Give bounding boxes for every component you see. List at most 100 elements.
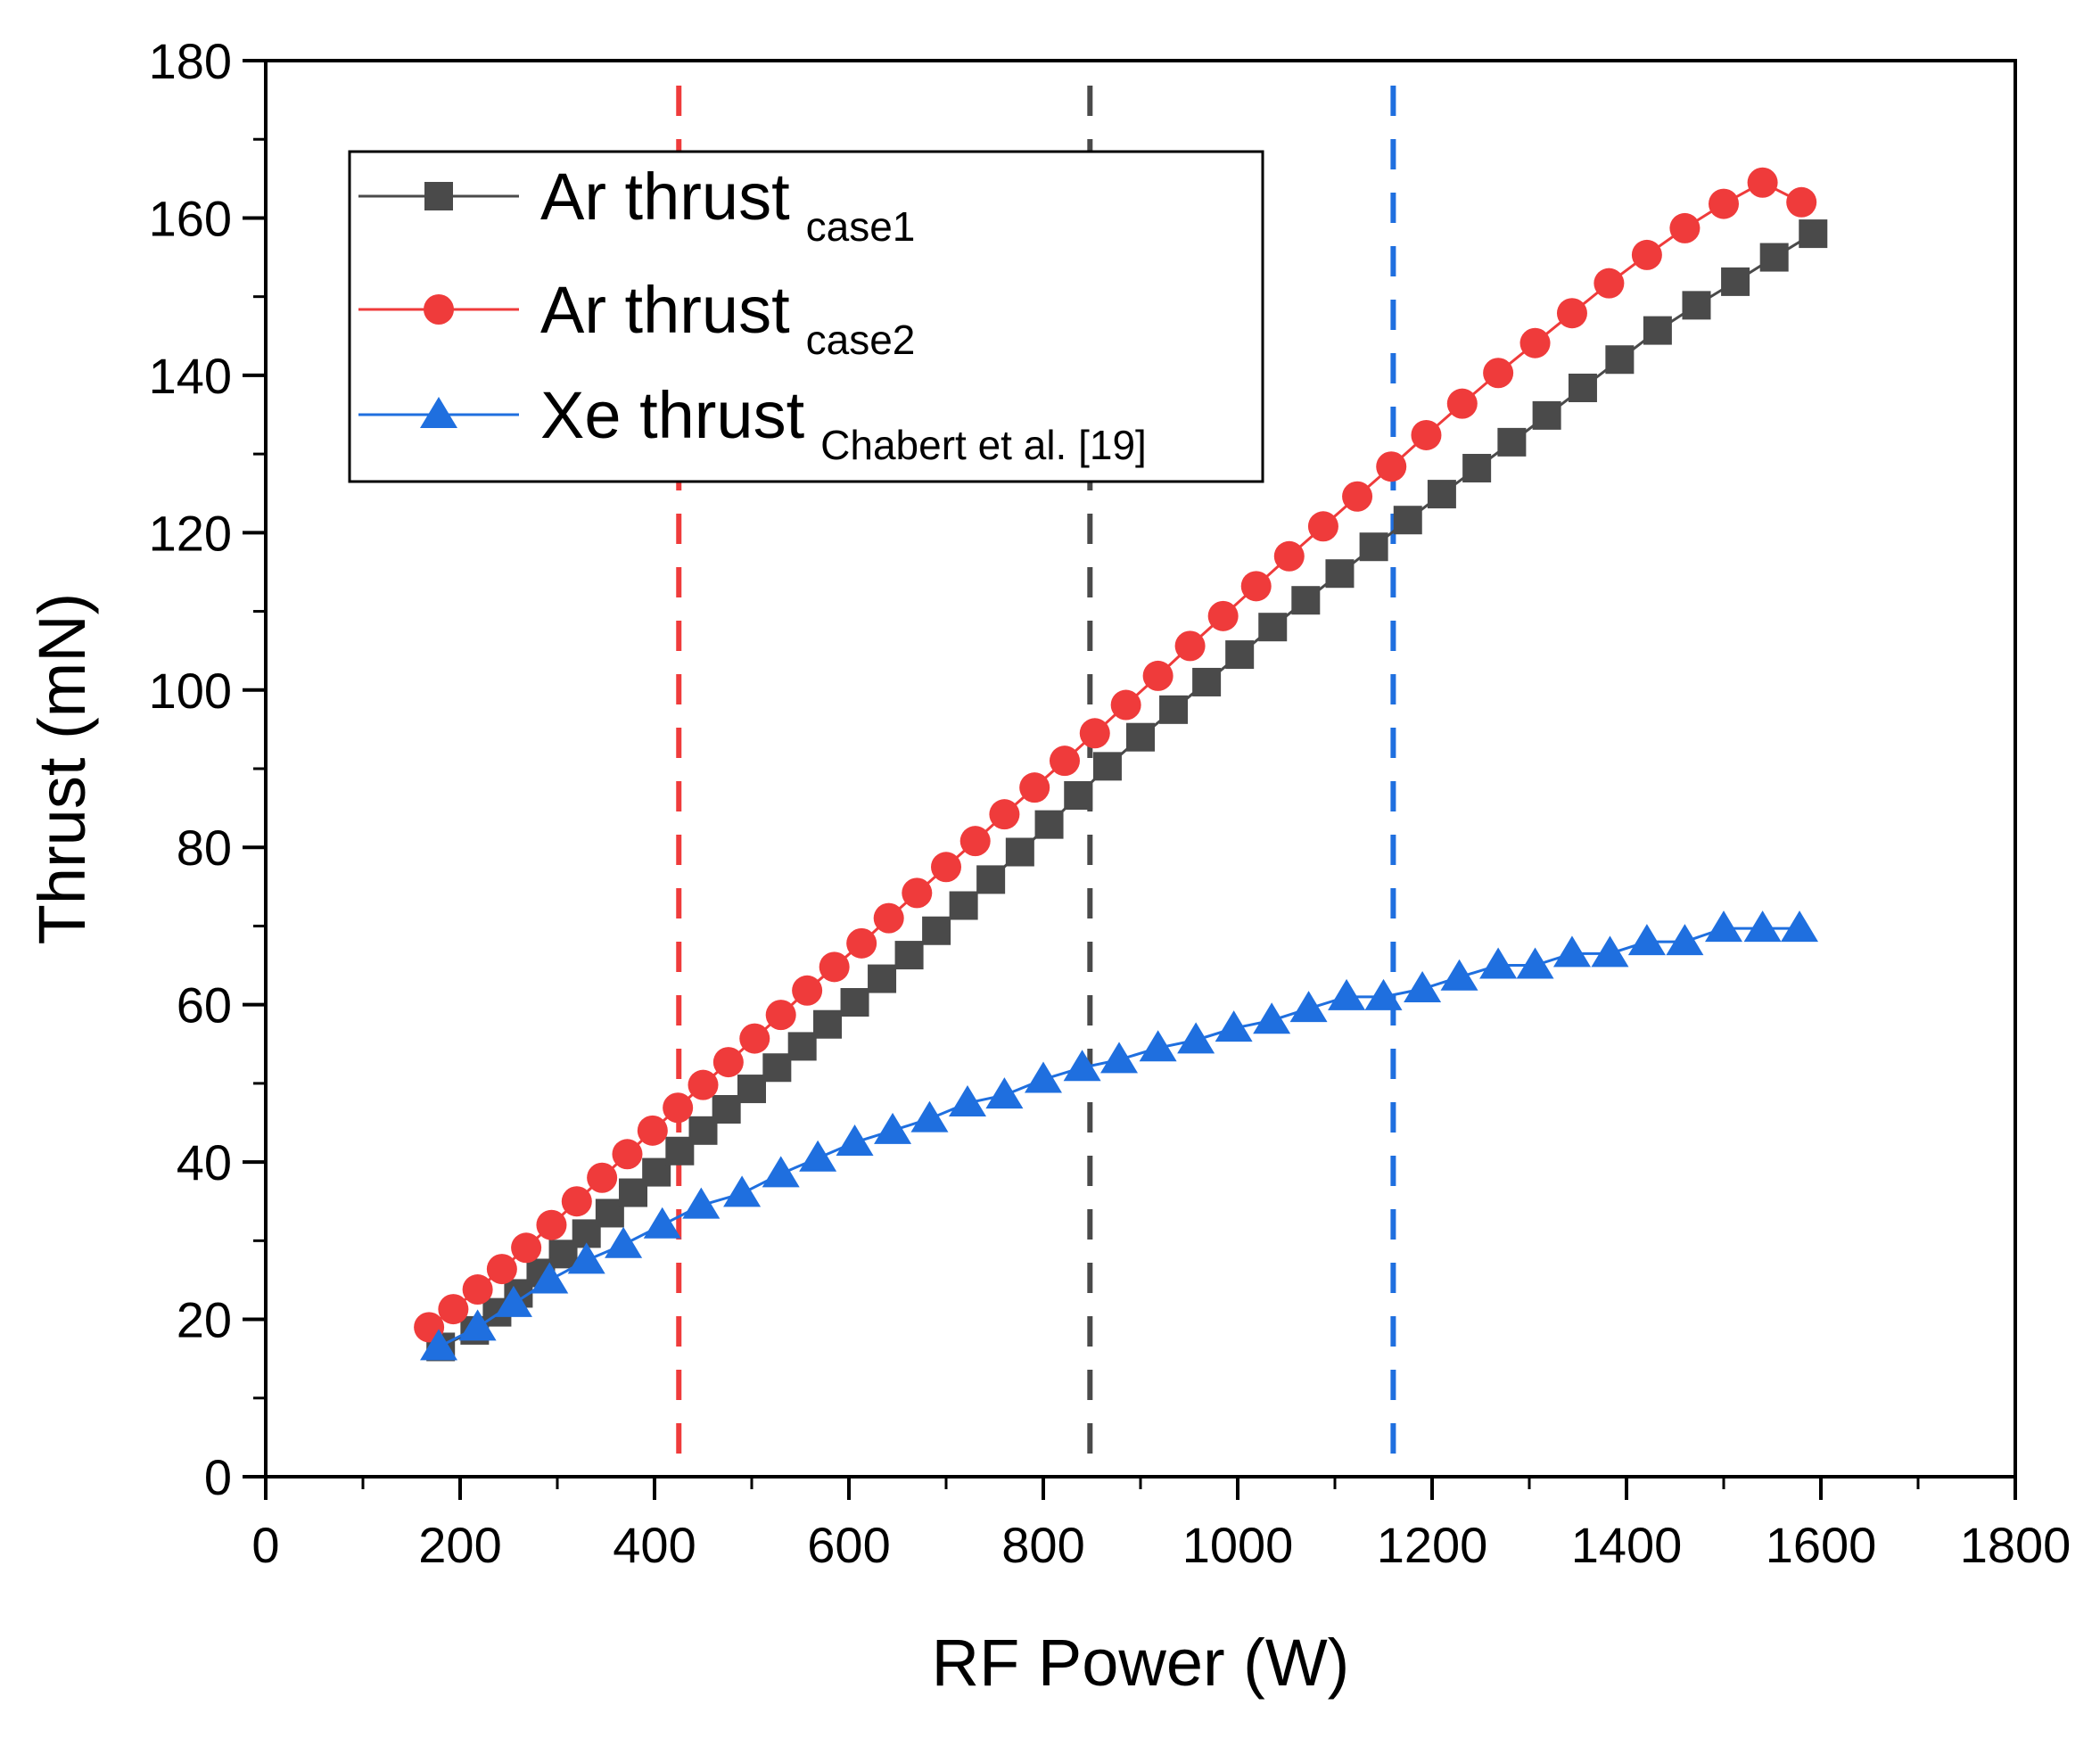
legend-circle-marker (424, 294, 454, 325)
x-tick-label: 1200 (1377, 1517, 1488, 1573)
square-data-point (1799, 219, 1828, 249)
square-data-point (894, 941, 924, 970)
triangle-data-point (1627, 924, 1666, 956)
circle-data-point (1079, 718, 1110, 749)
y-tick-label: 20 (177, 1292, 232, 1348)
circle-data-point (1411, 419, 1442, 450)
x-tick-label: 0 (251, 1517, 279, 1573)
legend-box (348, 150, 1264, 483)
square-data-point (1192, 667, 1222, 696)
circle-data-point (1174, 630, 1206, 662)
circle-data-point (1207, 600, 1239, 631)
legend-series-subscript: case2 (806, 317, 916, 363)
triangle-data-point (1025, 1061, 1062, 1093)
triangle-data-point (1364, 978, 1403, 1010)
triangle-data-point (1479, 947, 1518, 979)
circle-data-point (1240, 571, 1272, 602)
circle-data-point (959, 826, 991, 857)
legend-square-marker (424, 182, 453, 210)
triangle-data-point (605, 1226, 643, 1258)
triangle-data-point (1289, 991, 1328, 1023)
x-tick-label: 1600 (1766, 1517, 1877, 1573)
triangle-data-point (985, 1077, 1024, 1109)
circle-data-point (1376, 451, 1407, 482)
circle-data-point (561, 1186, 592, 1217)
square-data-point (1721, 267, 1750, 296)
circle-data-point (1786, 186, 1817, 218)
square-data-point (1225, 640, 1255, 670)
x-tick-label: 800 (1001, 1517, 1084, 1573)
y-axis-title: Thrust (mN) (25, 593, 99, 945)
square-data-point (787, 1032, 817, 1061)
triangle-data-point (1591, 935, 1629, 968)
y-tick-label: 120 (149, 505, 232, 561)
triangle-data-point (874, 1112, 912, 1144)
y-tick-label: 80 (177, 820, 232, 876)
triangle-data-point (567, 1242, 605, 1274)
circle-data-point (902, 877, 933, 909)
axes-layer: 0 200 400 600 800 1000 1200 1400 1600 1800 0 20 40 60… (149, 33, 2071, 1573)
x-tick-label: 1000 (1182, 1517, 1294, 1573)
circle-data-point (739, 1023, 770, 1054)
y-tick-label: 60 (177, 977, 232, 1034)
triangle-data-point (723, 1175, 762, 1207)
triangle-data-point (458, 1309, 497, 1341)
circle-data-point (989, 799, 1020, 830)
y-tick-label: 40 (177, 1134, 232, 1190)
circle-data-point (819, 951, 850, 983)
legend-entry: Ar thrust case1 (358, 160, 915, 250)
square-data-point (1359, 532, 1388, 562)
triangle-data-point (1516, 947, 1554, 979)
circle-data-point (1342, 481, 1373, 512)
triangle-data-point (1328, 978, 1366, 1010)
square-data-point (813, 1009, 843, 1039)
square-data-point (976, 865, 1006, 894)
circle-data-point (1519, 327, 1551, 358)
circle-data-point (612, 1139, 643, 1170)
circle-data-point (1594, 268, 1625, 299)
triangle-data-point (799, 1140, 837, 1172)
triangle-data-point (1781, 910, 1819, 943)
triangle-data-point (1177, 1022, 1215, 1054)
triangle-data-point (1253, 1002, 1291, 1034)
square-data-point (1462, 453, 1492, 482)
legend-entry: Ar thrust case2 (358, 273, 915, 363)
circle-data-point (438, 1294, 469, 1325)
circle-data-point (765, 1000, 796, 1031)
legend-triangle-marker (420, 397, 457, 428)
square-data-point (922, 916, 951, 945)
series-2 (414, 167, 1817, 1343)
circle-data-point (1631, 239, 1662, 270)
x-tick-label: 600 (807, 1517, 890, 1573)
square-data-point (949, 891, 978, 920)
square-data-point (712, 1095, 741, 1124)
legend-series-subscript: case1 (806, 203, 916, 250)
x-tick-label: 200 (418, 1517, 501, 1573)
triangle-data-point (1440, 959, 1478, 991)
square-data-point (1034, 810, 1064, 839)
circle-data-point (792, 975, 823, 1006)
x-tick-label: 400 (613, 1517, 696, 1573)
series-3 (420, 910, 1819, 1361)
square-data-point (1291, 586, 1321, 615)
circle-data-point (1556, 298, 1587, 329)
circle-data-point (1273, 540, 1305, 572)
triangle-data-point (420, 1329, 458, 1361)
circle-data-point (511, 1232, 542, 1264)
x-axis-title: RF Power (W) (932, 1626, 1350, 1700)
circle-data-point (1483, 358, 1514, 389)
square-data-point (762, 1053, 792, 1083)
circle-data-point (712, 1047, 744, 1078)
circle-data-point (637, 1115, 668, 1146)
triangle-data-point (948, 1084, 986, 1116)
y-tick-label: 160 (149, 190, 232, 246)
x-tick-label: 1800 (1960, 1517, 2071, 1573)
triangle-data-point (1404, 971, 1442, 1003)
circle-data-point (462, 1274, 493, 1306)
circle-data-point (1110, 689, 1141, 721)
circle-data-point (486, 1254, 517, 1285)
square-data-point (1005, 837, 1034, 867)
